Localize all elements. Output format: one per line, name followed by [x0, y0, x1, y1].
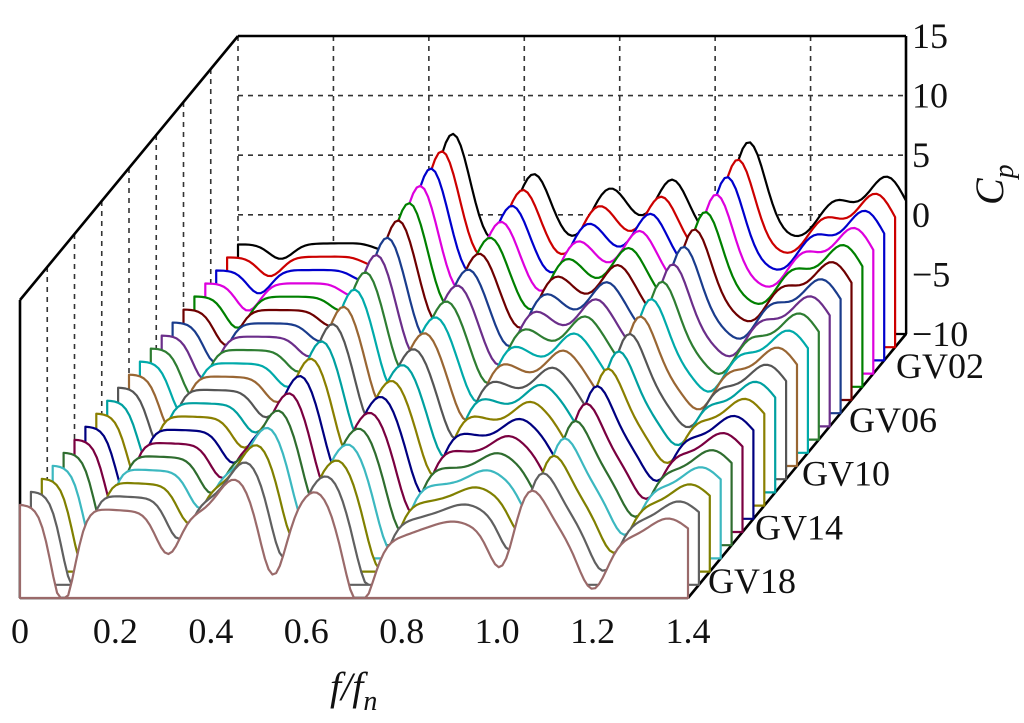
depth-tick-label: GV02 — [896, 346, 984, 386]
z-axis-label-subscript: p — [989, 164, 1020, 180]
z-tick-label: −10 — [912, 314, 968, 354]
x-tick-label: 0.4 — [188, 611, 233, 651]
depth-tick-label: GV06 — [849, 400, 937, 440]
z-tick-label: 5 — [912, 135, 930, 175]
x-tick-label: 1.0 — [475, 611, 520, 651]
x-axis-label-subscript: n — [363, 686, 377, 717]
depth-tick-label: GV18 — [708, 561, 796, 601]
x-tick-label: 0.8 — [379, 611, 424, 651]
series-curve — [18, 478, 690, 600]
x-tick-label: 0 — [11, 611, 29, 651]
x-axis-label-main: f/f — [330, 664, 368, 709]
depth-tick-label: GV10 — [802, 454, 890, 494]
x-tick-label: 0.2 — [93, 611, 138, 651]
tick-labels: f/fn Cp 0 0.2 0.4 0.6 0.8 1.0 1.2 1.4 15 10 5 0 −5 −1… — [11, 16, 1020, 717]
series-curves — [18, 132, 908, 600]
top-left-edge — [18, 35, 240, 301]
x-tick-label: 1.4 — [666, 611, 711, 651]
x-axis-label: f/fn — [330, 664, 377, 717]
z-tick-label: 10 — [912, 76, 948, 116]
z-tick-label: −5 — [912, 254, 950, 294]
z-tick-label: 0 — [912, 195, 930, 235]
z-tick-label: 15 — [912, 16, 948, 56]
x-tick-label: 1.2 — [570, 611, 615, 651]
x-tick-label: 0.6 — [284, 611, 329, 651]
depth-tick-label: GV14 — [755, 507, 843, 547]
z-axis-label-main: C — [967, 177, 1012, 205]
z-axis-label: Cp — [967, 164, 1020, 205]
